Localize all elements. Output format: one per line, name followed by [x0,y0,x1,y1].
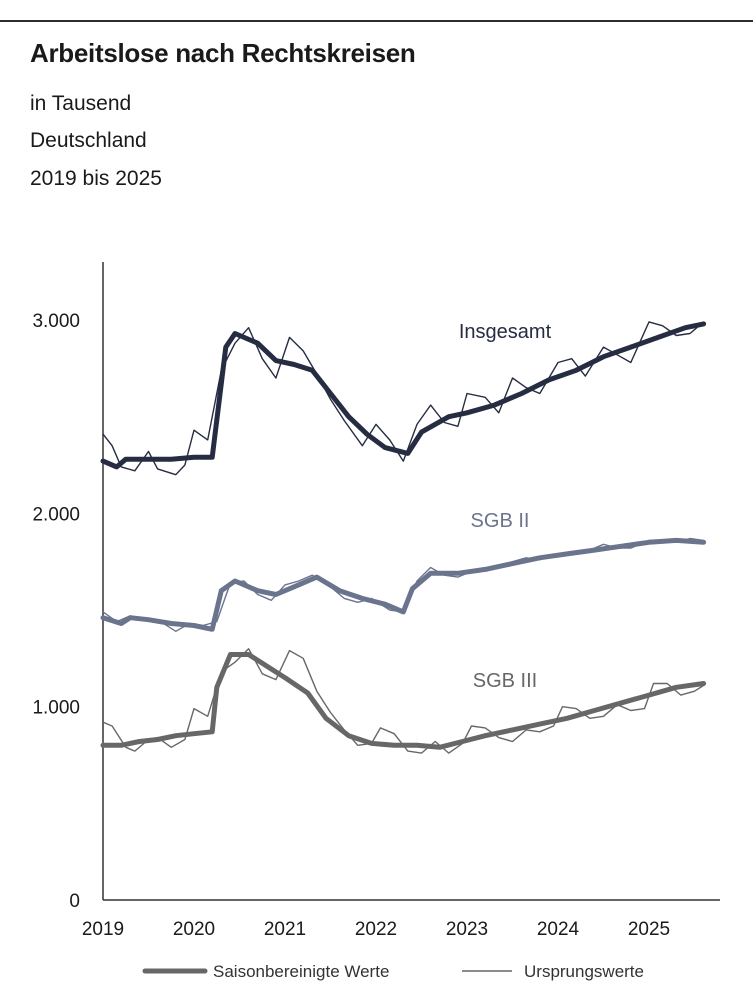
top-rule [0,20,753,22]
y-tick-label: 0 [69,891,80,912]
line-original-sgb-iii [102,648,704,754]
series-labels: Insgesamt SGB II SGB III [459,321,552,692]
subtitle-region: Deutschland [30,129,147,152]
y-tick-label: 3.000 [32,311,80,332]
subtitle-unit: in Tausend [30,92,132,115]
x-tick-label: 2022 [355,919,397,940]
series-label-sgb-iii: SGB III [473,670,537,692]
line-seasonal-sgb-iii [100,652,707,750]
series-lines [100,321,707,754]
y-tick-label: 2.000 [32,504,80,525]
line-seasonal-insgesamt [100,321,707,470]
x-tick-label: 2020 [173,919,215,940]
page-title: Arbeitslose nach Rechtskreisen [30,38,416,68]
legend: Saisonbereinigte Werte Ursprungswerte [142,962,644,981]
x-tick-label: 2023 [446,919,488,940]
x-tick-label: 2019 [82,919,124,940]
line-original-sgb-ii [102,537,704,632]
subtitle-period: 2019 bis 2025 [30,167,162,190]
series-label-insgesamt: Insgesamt [459,321,552,343]
line-original-insgesamt [102,321,700,476]
legend-label-original: Ursprungswerte [524,962,644,981]
line-seasonal-sgb-ii [100,537,707,632]
series-label-sgb-ii: SGB II [471,510,530,532]
x-tick-label: 2021 [264,919,306,940]
y-tick-label: 1.000 [32,698,80,719]
axes: 0 1.000 2.000 3.000 2019 2020 2021 2022 2023 2024… [32,262,720,940]
x-tick-label: 2025 [628,919,670,940]
x-tick-label: 2024 [537,919,580,940]
legend-label-seasonal: Saisonbereinigte Werte [213,962,389,981]
